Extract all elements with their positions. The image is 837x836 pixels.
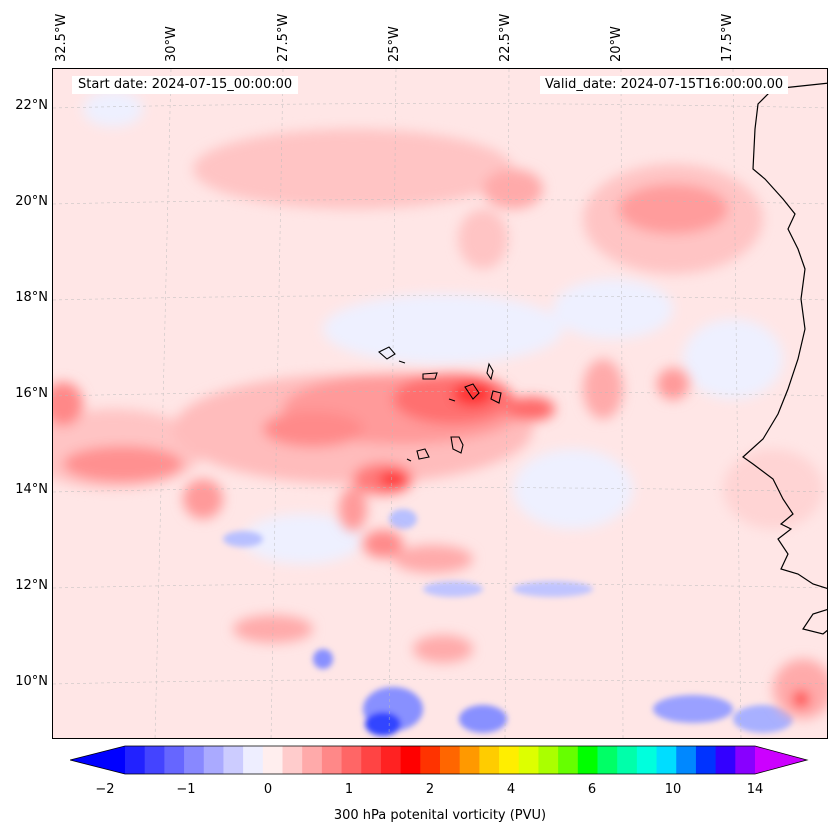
lat-label: 14°N: [15, 482, 48, 497]
colorbar-segment: [420, 746, 441, 774]
colorbar-segment: [499, 746, 520, 774]
colorbar-tick: 10: [664, 782, 682, 797]
colorbar-segment: [459, 746, 480, 774]
colorbar-tick: 1: [344, 782, 354, 797]
colorbar-segment: [341, 746, 362, 774]
colorbar-segment: [302, 746, 323, 774]
map-panel: [52, 68, 828, 739]
lat-label: 22°N: [15, 98, 48, 113]
colorbar-segment: [203, 746, 224, 774]
colorbar-label: 300 hPa potenital vorticity (PVU): [333, 808, 547, 823]
africa-coastline: [742, 82, 827, 635]
colorbar-segment: [518, 746, 539, 774]
colorbar-segment: [184, 746, 205, 774]
colorbar-segment: [243, 746, 264, 774]
colorbar-segment: [617, 746, 638, 774]
colorbar-segment: [440, 746, 461, 774]
colorbar-segment: [676, 746, 697, 774]
lon-label: 17.5°W: [720, 13, 735, 62]
lat-label: 10°N: [15, 674, 48, 689]
colorbar-tick: 0: [263, 782, 273, 797]
colorbar-segment: [223, 746, 244, 774]
colorbar-segment: [538, 746, 559, 774]
start-date-label: Start date: 2024-07-15_00:00:00: [72, 76, 299, 94]
colorbar-extend-high: [755, 746, 807, 774]
colorbar-segment: [321, 746, 343, 774]
negative-pv-patches: [83, 91, 783, 564]
colorbar: [70, 745, 809, 775]
colorbar-segment: [695, 746, 717, 774]
colorbar-segment: [735, 746, 756, 774]
colorbar-tick: −2: [95, 782, 115, 797]
lat-label: 16°N: [15, 386, 48, 401]
pv-field-map: [53, 69, 827, 738]
colorbar-segment: [597, 746, 618, 774]
colorbar-segment: [262, 746, 283, 774]
colorbar-segment: [715, 746, 736, 774]
colorbar-segment: [361, 746, 382, 774]
colorbar-segment: [636, 746, 658, 774]
lon-label: 25°W: [387, 26, 402, 62]
colorbar-segment: [282, 746, 303, 774]
colorbar-segment: [144, 746, 165, 774]
lon-label: 20°W: [609, 26, 624, 62]
valid-date-label: Valid_date: 2024-07-15T16:00:00.00: [540, 76, 789, 94]
colorbar-segment: [577, 746, 598, 774]
colorbar-segment: [479, 746, 500, 774]
colorbar-segment: [380, 746, 402, 774]
colorbar-segment: [656, 746, 677, 774]
graticule: [53, 69, 827, 738]
colorbar-tick: 6: [587, 782, 597, 797]
colorbar-segment: [125, 746, 146, 774]
lon-label: 30°W: [164, 26, 179, 62]
colorbar-segment: [558, 746, 579, 774]
cape-verde-islands: [378, 346, 502, 462]
lon-label: 22.5°W: [498, 13, 513, 62]
colorbar-segment: [400, 746, 421, 774]
colorbar-outline: [70, 745, 809, 775]
lat-label: 12°N: [15, 578, 48, 593]
colorbar-segment: [164, 746, 185, 774]
colorbar-tick: −1: [176, 782, 196, 797]
colorbar-tick: 4: [506, 782, 516, 797]
colorbar-tick: 2: [425, 782, 435, 797]
lat-label: 20°N: [15, 194, 48, 209]
lon-label: 32.5°W: [54, 13, 69, 62]
positive-pv-band: [53, 129, 827, 719]
strong-negative-pv: [223, 509, 793, 736]
lon-label: 27.5°W: [276, 13, 291, 62]
colorbar-extend-low: [70, 746, 125, 774]
lat-label: 18°N: [15, 290, 48, 305]
colorbar-tick: 14: [746, 782, 764, 797]
